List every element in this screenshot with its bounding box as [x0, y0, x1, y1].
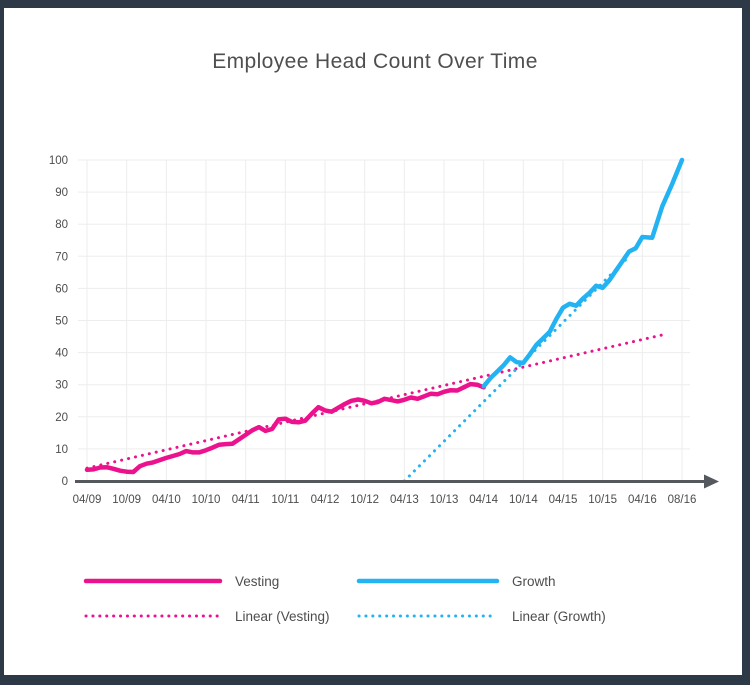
y-tick-label: 90 [55, 187, 68, 199]
x-tick-label: 04/14 [469, 494, 498, 506]
y-tick-label: 60 [55, 283, 68, 295]
growth-line-swatch [356, 578, 500, 584]
legend-item-linear-growth: Linear (Growth) [356, 605, 606, 627]
legend-label-linear-growth: Linear (Growth) [512, 608, 606, 624]
legend-item-linear-vesting: Linear (Vesting) [83, 605, 330, 627]
x-tick-label: 10/11 [271, 494, 299, 506]
chart-title: Employee Head Count Over Time [212, 50, 538, 73]
legend-item-growth: Growth [356, 570, 556, 592]
x-tick-label: 10/15 [588, 494, 617, 506]
y-tick-label: 50 [55, 316, 68, 328]
series-growth [481, 157, 685, 389]
linear-growth-dotted-swatch [357, 614, 499, 618]
y-tick-label: 80 [55, 219, 68, 231]
x-tick-label: 04/13 [390, 494, 419, 506]
y-tick-label: 100 [49, 155, 68, 167]
x-tick-label: 10/14 [509, 494, 538, 506]
x-tick-label: 10/09 [112, 494, 141, 506]
vesting-line-swatch [83, 578, 223, 584]
x-axis-arrow-icon [704, 474, 719, 489]
y-tick-label: 70 [55, 251, 68, 263]
series-vesting [84, 381, 486, 475]
x-tick-label: 04/16 [628, 494, 657, 506]
trendline-linear-vesting- [85, 333, 664, 470]
x-tick-label: 04/09 [73, 494, 102, 506]
y-tick-label: 0 [62, 476, 68, 488]
legend-label-vesting: Vesting [235, 573, 280, 589]
y-tick-label: 30 [55, 380, 68, 392]
legend-label-growth: Growth [512, 573, 556, 589]
x-tick-label: 08/16 [668, 494, 697, 506]
legend-label-linear-vesting: Linear (Vesting) [235, 608, 330, 624]
x-tick-label: 10/13 [430, 494, 459, 506]
x-tick-label: 04/11 [232, 494, 260, 506]
legend-item-vesting: Vesting [83, 570, 279, 592]
y-tick-label: 10 [55, 444, 68, 456]
x-tick-label: 04/10 [152, 494, 181, 506]
y-tick-label: 20 [55, 412, 68, 424]
linear-vesting-dotted-swatch [84, 614, 222, 618]
x-tick-label: 04/12 [311, 494, 340, 506]
x-tick-label: 04/15 [549, 494, 578, 506]
y-tick-label: 40 [55, 348, 68, 360]
x-tick-label: 10/10 [192, 494, 221, 506]
x-tick-label: 10/12 [350, 494, 379, 506]
